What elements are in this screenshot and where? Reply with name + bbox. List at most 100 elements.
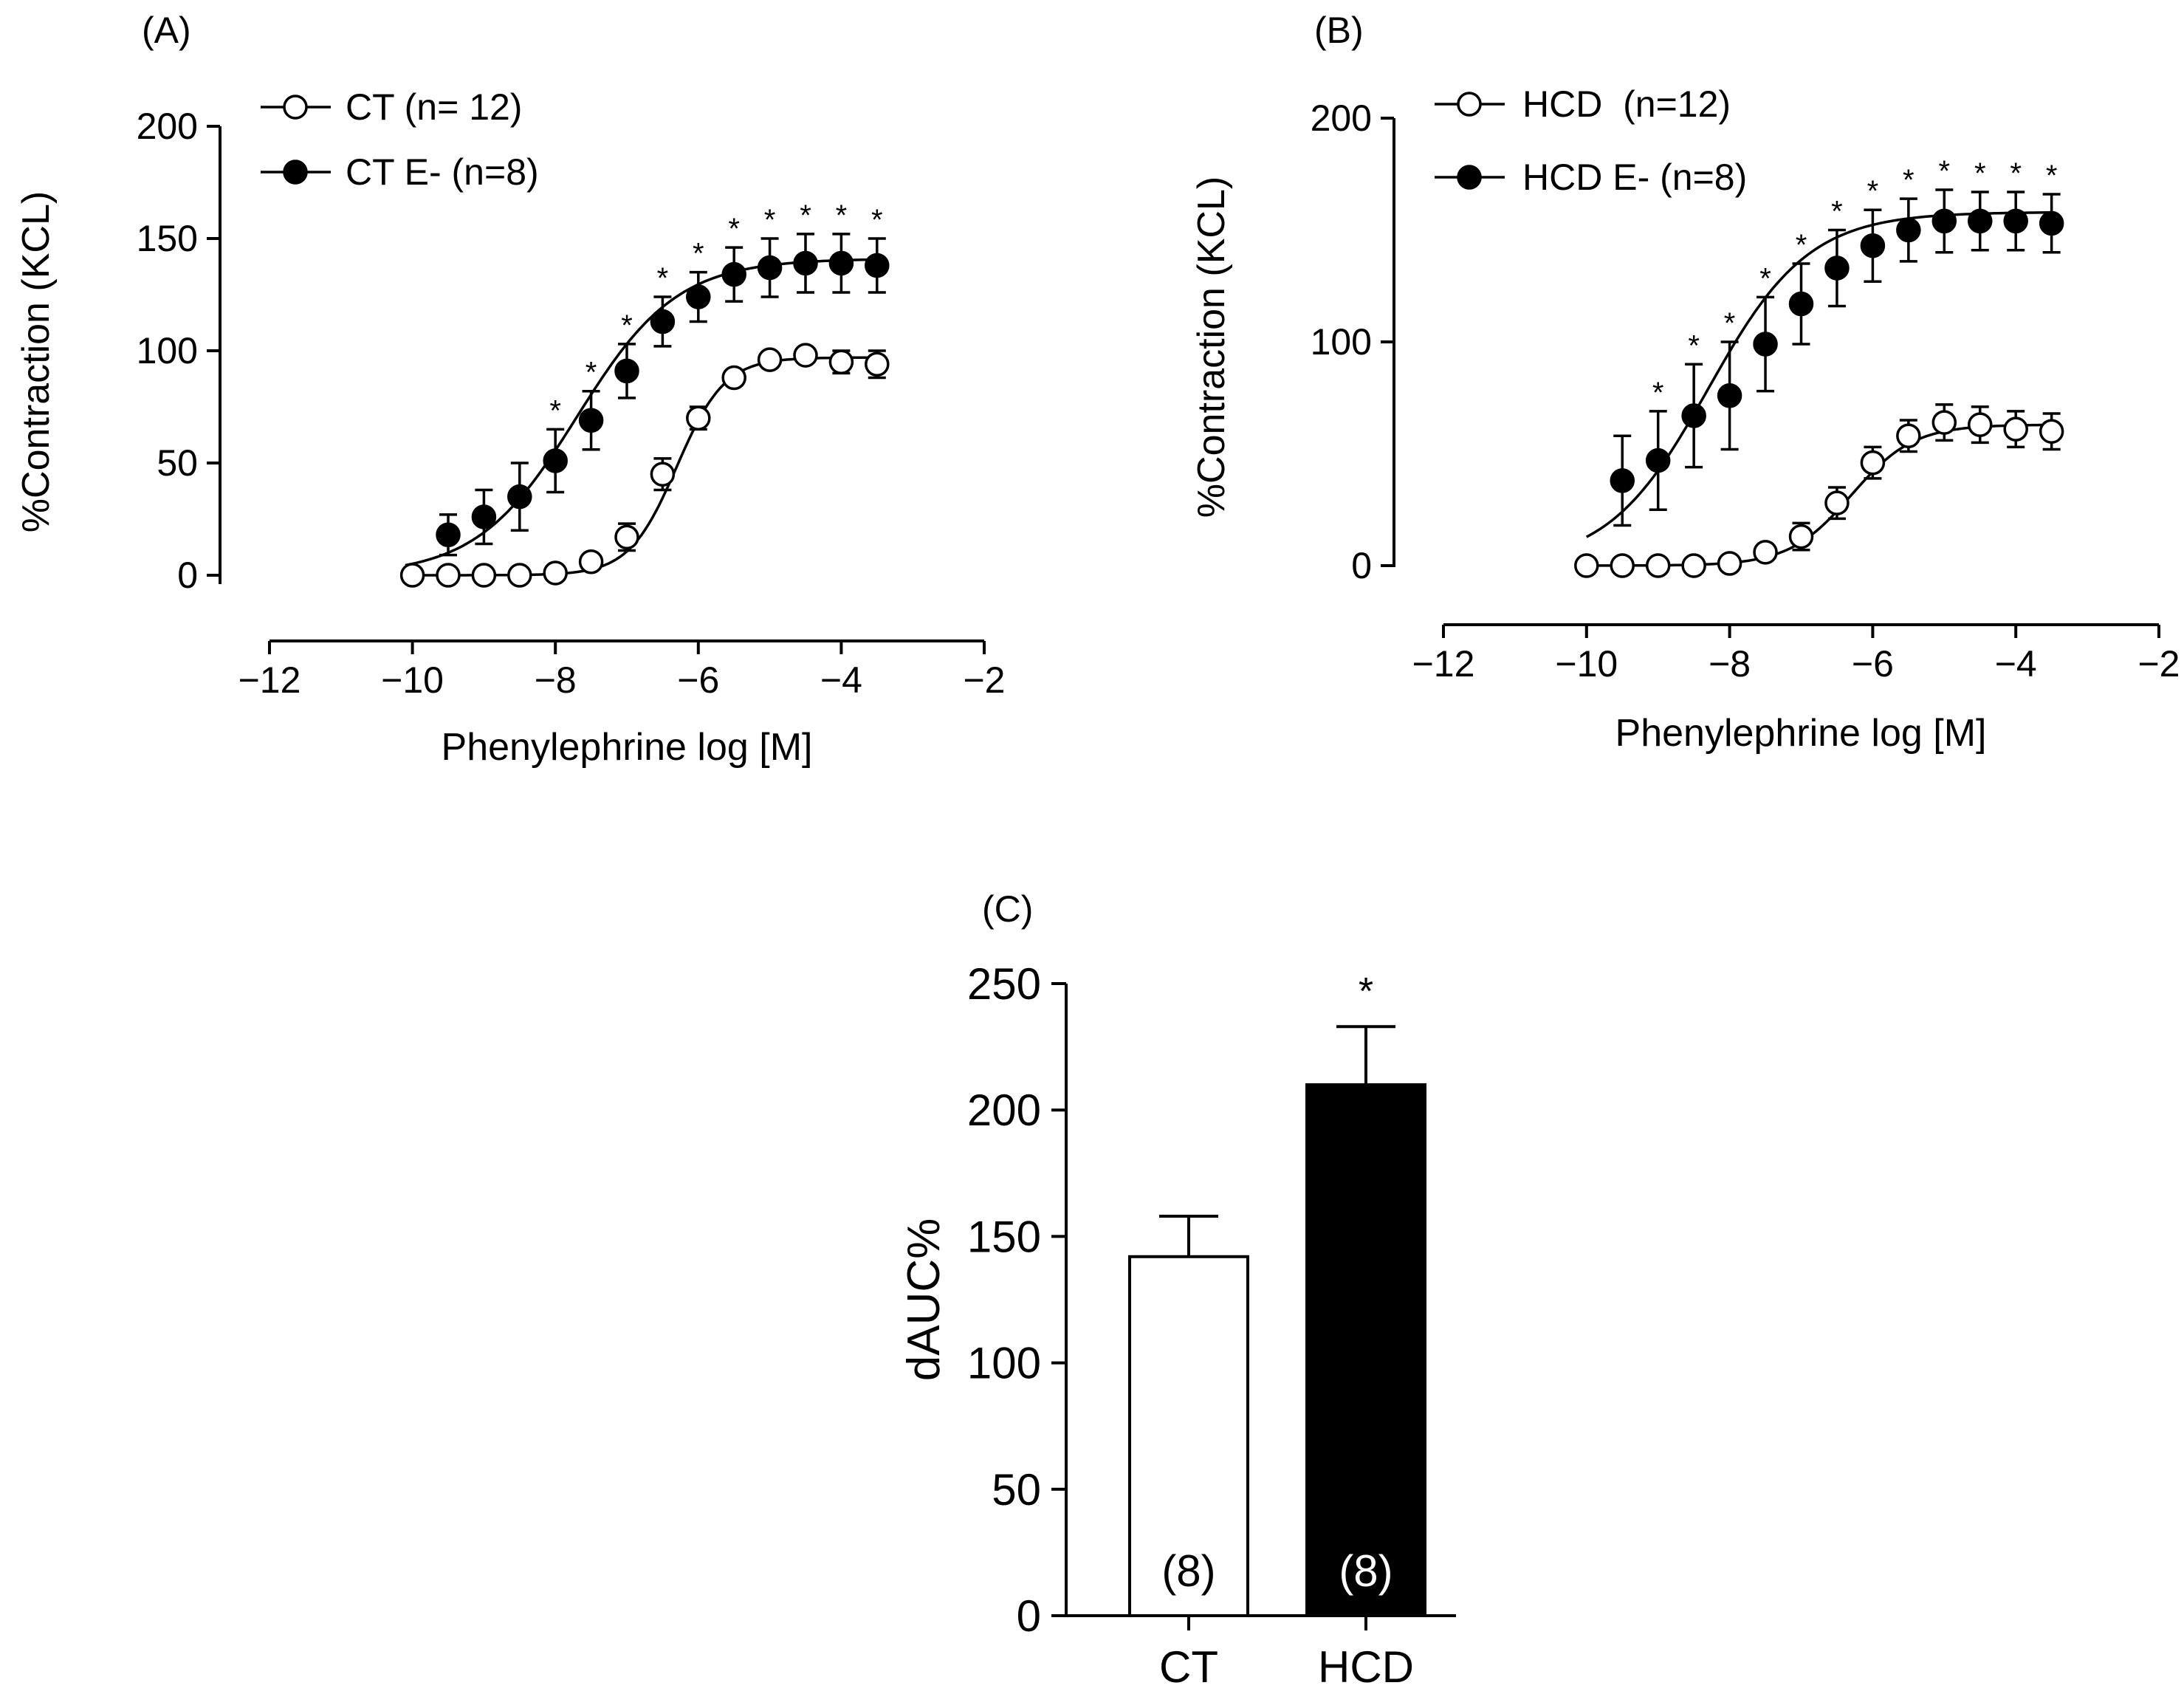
n-label-hcd: (8) bbox=[1339, 1546, 1393, 1596]
data-point-filled bbox=[1860, 233, 1886, 258]
significance-star: * bbox=[549, 394, 561, 427]
data-point-open bbox=[650, 462, 676, 487]
x-tick-label: −12 bbox=[1412, 643, 1475, 685]
data-point-open bbox=[578, 549, 604, 575]
panel-a-x-ticks: −12 −10 −8 −6 −4 −2 bbox=[238, 641, 1006, 701]
y-tick-label: 200 bbox=[967, 1085, 1041, 1135]
y-tick-label: 100 bbox=[137, 330, 198, 371]
data-point-filled bbox=[578, 408, 604, 433]
data-point-filled bbox=[2003, 208, 2028, 234]
significance-star: * bbox=[1359, 970, 1373, 1013]
panel-b-x-ticks: −12 −10 −8 −6 −4 −2 bbox=[1412, 625, 2180, 685]
x-tick-label: −4 bbox=[820, 659, 862, 701]
data-point-filled bbox=[507, 484, 532, 510]
y-tick-label: 0 bbox=[1351, 545, 1372, 586]
data-point-filled bbox=[828, 250, 854, 276]
data-point-open bbox=[1574, 553, 1599, 578]
data-point-open bbox=[721, 365, 746, 391]
legend-marker-hcd-e bbox=[1457, 165, 1482, 190]
data-point-filled bbox=[650, 309, 676, 335]
y-tick-label: 100 bbox=[967, 1339, 1041, 1388]
panel-b: (B) 0 100 200 −12 −10 −8 −6 −4 −2 Phenylephrine… bbox=[1190, 10, 2180, 755]
data-point-filled bbox=[1645, 447, 1671, 473]
bar-ct bbox=[1128, 1255, 1249, 1617]
significance-star: * bbox=[2010, 157, 2022, 190]
data-point-open bbox=[1931, 410, 1957, 435]
data-point-filled bbox=[793, 250, 818, 276]
y-tick-label: 250 bbox=[967, 959, 1041, 1009]
legend-label-hcd-e: HCD E- (n=8) bbox=[1522, 157, 1747, 198]
panel-b-y-axis-label: %Contraction (KCL) bbox=[1190, 176, 1233, 518]
significance-star: * bbox=[1688, 329, 1700, 362]
panel-c: (C) 0 50 100 150 200 250 CT (8) HCD (8) * dAUC% bbox=[899, 888, 1456, 1692]
significance-star: * bbox=[1724, 307, 1736, 340]
data-point-open bbox=[757, 347, 783, 372]
data-point-open bbox=[1753, 540, 1778, 565]
data-point-filled bbox=[1753, 332, 1778, 357]
y-tick-label: 200 bbox=[137, 106, 198, 147]
data-point-filled bbox=[1824, 255, 1850, 281]
data-point-open bbox=[614, 524, 639, 550]
x-tick-label: −10 bbox=[1555, 643, 1618, 685]
panel-a: (A) 0 50 100 150 200 −12 −10 −8 −6 −4 −2 Phenylep… bbox=[15, 10, 1006, 769]
data-point-filled bbox=[436, 522, 461, 548]
data-point-open bbox=[1788, 524, 1814, 549]
legend-marker-ct-e bbox=[283, 160, 308, 185]
y-tick-label: 0 bbox=[1017, 1591, 1041, 1641]
data-point-filled bbox=[543, 448, 568, 473]
x-tick-label: −2 bbox=[963, 659, 1005, 701]
data-point-open bbox=[828, 349, 854, 374]
x-tick-label: −6 bbox=[677, 659, 719, 701]
data-point-open bbox=[865, 351, 890, 377]
data-point-open bbox=[543, 560, 568, 586]
data-point-open bbox=[686, 405, 711, 431]
data-point-open bbox=[399, 563, 425, 588]
data-point-filled bbox=[1931, 208, 1957, 234]
data-point-open bbox=[2039, 419, 2064, 444]
data-point-open bbox=[1645, 553, 1671, 578]
x-tick-label: −2 bbox=[2137, 643, 2180, 685]
legend-label-ct: CT (n= 12) bbox=[346, 86, 522, 128]
significance-star: * bbox=[1759, 262, 1771, 295]
data-point-filled bbox=[865, 253, 890, 278]
x-tick-label: −4 bbox=[1995, 643, 2037, 685]
significance-star: * bbox=[1652, 377, 1664, 409]
data-point-filled bbox=[471, 504, 497, 529]
significance-star: * bbox=[2046, 160, 2058, 192]
legend-label-hcd: HCD (n=12) bbox=[1522, 83, 1731, 125]
significance-star: * bbox=[1974, 157, 1986, 190]
data-point-filled bbox=[757, 255, 783, 281]
significance-star: * bbox=[728, 213, 740, 245]
significance-star: * bbox=[657, 262, 669, 295]
legend-label-ct-e: CT E- (n=8) bbox=[346, 151, 539, 193]
significance-star: * bbox=[1903, 164, 1915, 196]
y-tick-label: 0 bbox=[177, 555, 198, 596]
data-point-filled bbox=[1896, 217, 1921, 243]
panel-b-y-ticks: 0 100 200 bbox=[1311, 97, 1394, 586]
significance-star: * bbox=[764, 204, 776, 236]
panel-c-label: (C) bbox=[982, 888, 1033, 930]
panel-a-y-ticks: 0 50 100 150 200 bbox=[137, 106, 220, 596]
panel-b-label: (B) bbox=[1314, 10, 1364, 51]
x-tick-label: −10 bbox=[381, 659, 444, 701]
y-tick-label: 50 bbox=[992, 1465, 1041, 1515]
data-point-open bbox=[1968, 412, 1993, 437]
data-point-open bbox=[507, 563, 532, 588]
data-point-open bbox=[1610, 553, 1635, 578]
data-point-filled bbox=[1681, 403, 1706, 428]
x-tick-label: −12 bbox=[238, 659, 301, 701]
x-tick-label-ct: CT bbox=[1159, 1642, 1218, 1692]
data-point-open bbox=[1860, 450, 1886, 476]
panel-b-x-axis-label: Phenylephrine log [M] bbox=[1615, 712, 1987, 755]
legend-marker-ct bbox=[283, 95, 308, 120]
data-point-open bbox=[793, 343, 818, 368]
y-tick-label: 50 bbox=[157, 442, 198, 484]
data-point-filled bbox=[721, 261, 746, 287]
y-tick-label: 150 bbox=[967, 1212, 1041, 1261]
y-tick-label: 200 bbox=[1311, 97, 1372, 139]
x-tick-label-hcd: HCD bbox=[1318, 1642, 1414, 1692]
panel-a-plot-area: * * * * * * * * * * bbox=[399, 199, 890, 588]
data-point-open bbox=[436, 563, 461, 588]
panel-a-x-axis-label: Phenylephrine log [M] bbox=[442, 726, 813, 769]
